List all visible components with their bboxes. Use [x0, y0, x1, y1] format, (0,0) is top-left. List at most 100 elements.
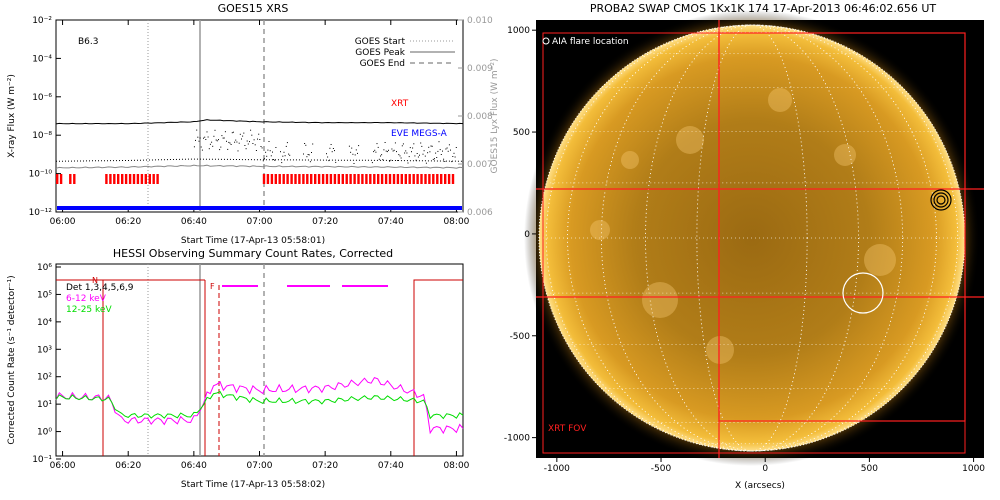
hessi-y-tick-label: 10³ [37, 345, 52, 355]
swap-panel: PROBA2 SWAP CMOS 1Kx1K 174 17-Apr-2013 0… [504, 2, 985, 491]
goes-lya-point [289, 154, 291, 156]
aia-flare-circle [842, 272, 884, 314]
goes-flare-contours [930, 189, 952, 211]
goes-lya-point [408, 156, 410, 158]
goes-lya-point [250, 129, 252, 131]
xrt-coverage-tick [444, 174, 447, 184]
xrt-coverage-tick [436, 174, 439, 184]
goes-lya-point [200, 146, 202, 148]
xrt-coverage-tick [262, 174, 266, 184]
hessi-y-tick-label: 10⁻¹ [32, 455, 52, 465]
goes-y-tick-label: 10⁻⁴ [32, 54, 52, 64]
goes-lya-point [425, 162, 427, 164]
swap-x-axis-label: X (arcsecs) [735, 481, 785, 491]
goes-lya-point [247, 143, 249, 145]
goes-lya-point [385, 150, 387, 152]
goes-lya-point [351, 147, 353, 149]
goes-lya-point [388, 149, 389, 151]
goes-lya-point [420, 142, 422, 144]
goes-lya-point [306, 156, 308, 158]
goes-lya-point [284, 155, 286, 157]
xrt-fov-label: XRT FOV [548, 424, 587, 434]
xrt-coverage-tick [56, 174, 59, 184]
hessi-y-tick-label: 10⁵ [37, 290, 52, 300]
eve-label: EVE MEGS-A [391, 129, 448, 139]
xrt-coverage-tick [278, 174, 281, 184]
xrt-coverage-tick [357, 174, 360, 184]
longitude-line [545, 24, 959, 452]
goes-x-axis-label: Start Time (17-Apr-13 05:58:01) [181, 236, 325, 246]
goes-lya-point [212, 145, 214, 147]
goes-x-tick-label: 06:40 [181, 217, 207, 227]
swap-x-tick-label: 1000 [962, 464, 985, 474]
xrt-coverage-tick [286, 174, 289, 184]
goes-lya-point [261, 147, 263, 149]
hessi-y-tick-label: 10⁶ [37, 263, 52, 273]
heliographic-grid [539, 24, 965, 452]
hessi-y-tick-label: 10⁴ [37, 318, 52, 328]
goes-lya-point [396, 151, 397, 153]
goes-lya-point [257, 138, 258, 140]
xrt-coverage-tick [310, 174, 313, 184]
goes-lya-point [272, 151, 273, 153]
hessi-x-axis-label: Start Time (17-Apr-13 05:58:02) [181, 480, 325, 490]
goes-lya-point [211, 141, 213, 143]
goes-lya-point [391, 148, 393, 150]
goes-lya-point [421, 145, 423, 147]
goes-lya-point [417, 156, 419, 158]
goes-lya-point [331, 151, 333, 153]
goes-lya-point [254, 144, 256, 146]
xrt-coverage-tick [384, 174, 388, 184]
goes-lya-point [401, 145, 403, 147]
goes-lya-point [224, 131, 226, 133]
goes-lya-point [196, 129, 198, 131]
goes-y-tick-label: 10⁻¹² [29, 208, 53, 218]
goes-lya-point [446, 147, 448, 149]
goes-lya-point [286, 142, 288, 144]
goes-lya-point [405, 150, 407, 152]
xrt-coverage-tick [140, 174, 144, 184]
xrt-coverage-tick [404, 174, 407, 184]
swap-y-tick-label: -1000 [504, 434, 530, 444]
goes-lya-point [378, 158, 380, 160]
goes-lya-point [307, 154, 309, 155]
xrt-coverage-tick [156, 174, 159, 184]
goes-lya-point [312, 143, 314, 145]
goes-lya-point [377, 146, 379, 148]
hessi-y-axis-label: Corrected Count Rate (s⁻¹ detector⁻¹) [7, 275, 17, 444]
goes-lya-point [252, 143, 254, 144]
swap-x-axis: -1000 -500 0 500 1000 [544, 458, 985, 474]
goes-legend-start: GOES Start [355, 37, 406, 47]
goes-lya-point [255, 150, 257, 151]
xrt-coverage-tick [144, 174, 147, 184]
xrt-coverage-tick [392, 174, 396, 184]
longitude-line [645, 24, 859, 452]
xrt-coverage-tick [121, 174, 124, 184]
goes-lya-point [236, 141, 238, 143]
hessi-y-tick-label: 10² [37, 373, 52, 383]
goes-lya-point [227, 148, 229, 150]
goes-lya-point [453, 152, 455, 154]
goes-lya-point [213, 135, 215, 137]
xrt-coverage-tick [440, 174, 443, 184]
goes-lya-point [381, 154, 383, 156]
goes-lya-point [398, 154, 400, 156]
xrt-coverage-tick [113, 174, 116, 184]
hessi-title: HESSI Observing Summary Count Rates, Cor… [113, 247, 393, 260]
goes-lya-point [373, 151, 375, 153]
goes-lya-point [201, 149, 203, 151]
goes-lya-point [304, 143, 306, 144]
goes-lya-point [239, 133, 241, 135]
goes-lya-point [393, 149, 395, 151]
hessi-12-25kev-series [55, 390, 464, 420]
active-region-brightening [768, 88, 792, 112]
goes-lya-point [428, 146, 430, 148]
goes-y-tick-label: 10⁻⁸ [32, 131, 52, 141]
goes-y-axis-right: 0.010 0.009 0.008 0.007 0.006 [458, 16, 493, 218]
swap-y-tick-label: 500 [513, 128, 530, 138]
hessi-x-tick-label: 07:00 [247, 461, 273, 471]
hessi-flag-n: N [92, 276, 98, 285]
goes-lya-point [451, 161, 453, 163]
goes-xrs-long-series [55, 119, 464, 125]
